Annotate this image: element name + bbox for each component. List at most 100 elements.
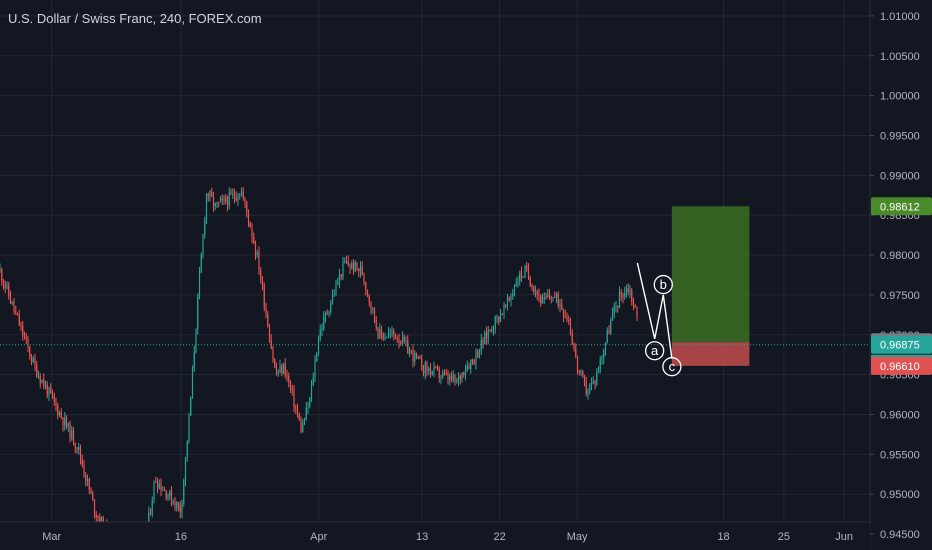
candle-body: [449, 375, 451, 381]
candle-body: [191, 368, 194, 397]
candle: [491, 326, 493, 334]
candle-body: [221, 198, 223, 200]
candle: [512, 288, 514, 301]
candle-body: [555, 293, 558, 298]
candle-body: [436, 367, 439, 369]
candle-body: [422, 370, 425, 374]
candle-body: [426, 362, 428, 371]
candle-body: [72, 430, 75, 444]
candle-body: [32, 358, 34, 363]
candle: [484, 330, 486, 345]
candle-body: [15, 310, 17, 313]
candle: [155, 476, 157, 483]
candle-body: [204, 220, 206, 235]
candle: [211, 187, 213, 198]
candle-body: [62, 417, 64, 426]
candle: [597, 366, 600, 374]
candle-body: [510, 296, 512, 301]
candle: [253, 232, 255, 245]
candle-body: [20, 325, 22, 327]
candle-body: [99, 517, 101, 524]
candle-body: [174, 502, 176, 508]
candle: [403, 333, 405, 344]
candle-body: [391, 331, 393, 334]
candle: [272, 345, 274, 363]
price-axis[interactable]: [870, 0, 932, 550]
candle-body: [603, 350, 605, 358]
candle: [573, 342, 575, 352]
candle-body: [410, 350, 412, 352]
candle: [585, 376, 587, 397]
abc-pattern[interactable]: a b c: [636, 262, 682, 377]
candle-body: [424, 362, 426, 374]
price-tick-label: 0.95500: [880, 449, 920, 461]
candle: [233, 188, 236, 204]
candle: [181, 499, 183, 519]
candle: [163, 486, 166, 492]
candle-body: [454, 375, 456, 382]
candle-body: [309, 397, 311, 407]
candle-body: [85, 474, 87, 481]
candle-body: [445, 373, 447, 375]
candle: [30, 354, 33, 366]
candle: [165, 490, 167, 501]
candle-body: [88, 479, 90, 490]
candle-body: [531, 285, 533, 289]
candle: [501, 312, 503, 316]
candle: [496, 314, 498, 323]
candle-body: [447, 373, 449, 381]
candle: [634, 304, 636, 308]
candle: [466, 360, 468, 373]
candle-body: [372, 307, 374, 309]
candle: [489, 328, 491, 333]
candle: [331, 289, 334, 305]
candle-body: [51, 393, 54, 396]
candle-body: [93, 499, 96, 515]
candle-body: [606, 330, 608, 343]
candle: [51, 389, 54, 400]
candle-body: [561, 304, 563, 310]
candle: [627, 283, 629, 296]
candle: [8, 281, 10, 300]
candle: [340, 274, 342, 281]
candle-body: [323, 316, 325, 329]
candle: [204, 216, 206, 239]
candle: [79, 444, 82, 465]
candle-body: [477, 351, 479, 358]
candle-body: [617, 306, 619, 308]
candle: [527, 263, 530, 280]
candle: [270, 333, 272, 350]
candle-body: [183, 480, 185, 504]
candle-body: [466, 366, 468, 371]
candle-body: [636, 307, 638, 317]
candle: [394, 333, 397, 340]
long-position-tool[interactable]: [671, 206, 750, 366]
candle-body: [394, 334, 397, 339]
candle: [433, 361, 435, 378]
candle: [382, 332, 384, 342]
candle-body: [281, 365, 283, 374]
candle-body: [249, 221, 251, 228]
candle-body: [242, 192, 244, 198]
time-axis[interactable]: [0, 522, 870, 550]
chart-title: U.S. Dollar / Swiss Franc, 240, FOREX.co…: [8, 11, 262, 26]
candle-body: [275, 367, 278, 374]
candle: [366, 289, 369, 298]
current-price-badge-bg: [871, 335, 932, 354]
candle: [412, 344, 414, 368]
candle-body: [618, 292, 621, 308]
candle: [611, 307, 614, 321]
candle-body: [148, 512, 150, 530]
candle: [407, 334, 409, 354]
candle-body: [428, 368, 430, 371]
candle: [62, 416, 64, 432]
candle: [316, 351, 318, 363]
candle: [545, 292, 547, 300]
candle: [618, 286, 621, 309]
candle: [468, 362, 470, 370]
candle-body: [569, 321, 572, 334]
candle: [417, 355, 419, 360]
candle-body: [8, 284, 10, 296]
